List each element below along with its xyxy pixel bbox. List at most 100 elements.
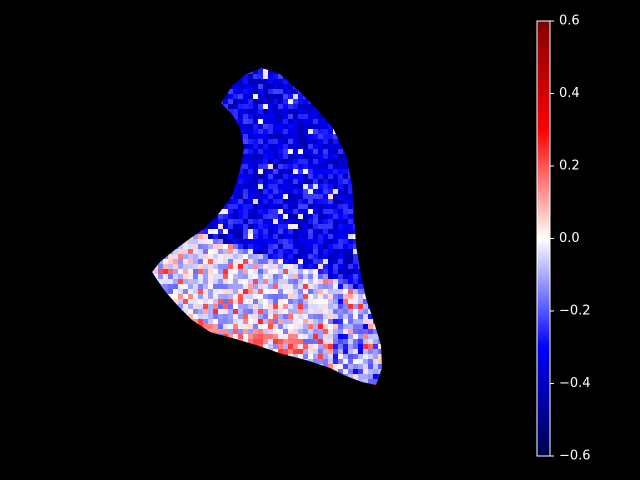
heatmap-cell <box>223 224 228 229</box>
heatmap-cell <box>248 99 253 104</box>
heatmap-cell <box>283 304 288 309</box>
heatmap-cell <box>278 149 283 154</box>
heatmap-cell <box>253 284 258 289</box>
heatmap-cell <box>198 289 203 294</box>
heatmap-cell <box>253 84 258 89</box>
heatmap-cell <box>288 314 293 319</box>
heatmap-cell <box>253 179 258 184</box>
heatmap-cell <box>273 229 278 234</box>
heatmap-cell <box>258 179 263 184</box>
heatmap-cell <box>343 229 348 234</box>
heatmap-cell <box>248 164 253 169</box>
heatmap-cell <box>323 284 328 289</box>
heatmap-cell <box>178 279 183 284</box>
heatmap-cell <box>308 289 313 294</box>
heatmap-cell <box>278 184 283 189</box>
heatmap-cell <box>193 239 198 244</box>
heatmap-cell <box>218 234 223 239</box>
heatmap-cell <box>338 244 343 249</box>
heatmap-cell <box>293 174 298 179</box>
heatmap-cell <box>368 334 373 339</box>
heatmap-cell <box>303 284 308 289</box>
heatmap-cell <box>323 279 328 284</box>
heatmap-cell <box>278 294 283 299</box>
heatmap-cell <box>373 334 378 339</box>
heatmap-cell <box>378 369 382 374</box>
heatmap-cell <box>333 254 338 259</box>
heatmap-cell <box>323 129 328 134</box>
heatmap-cell <box>228 229 233 234</box>
heatmap-cell <box>213 299 218 304</box>
heatmap-cell <box>283 279 288 284</box>
heatmap-cell <box>253 259 258 264</box>
heatmap-cell <box>333 324 338 329</box>
heatmap-cell <box>318 299 323 304</box>
heatmap-cell <box>293 259 298 264</box>
heatmap-cell <box>313 224 318 229</box>
heatmap-cell <box>373 354 378 359</box>
heatmap-cell <box>318 334 323 339</box>
heatmap-cell <box>308 109 313 114</box>
heatmap-cell <box>198 284 203 289</box>
heatmap-cell <box>238 89 243 94</box>
heatmap-cell <box>333 304 338 309</box>
heatmap-cell <box>298 134 303 139</box>
heatmap-cell <box>333 319 338 324</box>
heatmap-cell <box>313 274 318 279</box>
heatmap-cell <box>238 184 243 189</box>
heatmap-cell <box>328 164 333 169</box>
heatmap-cell <box>288 294 293 299</box>
heatmap-cell <box>288 264 293 269</box>
heatmap-cell <box>313 289 318 294</box>
heatmap-cell <box>298 309 303 314</box>
heatmap-cell <box>288 99 293 104</box>
heatmap-cell <box>303 204 308 209</box>
heatmap-cell <box>223 239 228 244</box>
heatmap-cell <box>248 194 253 199</box>
heatmap-cell <box>283 149 288 154</box>
heatmap-cell <box>203 289 208 294</box>
heatmap-cell <box>308 324 313 329</box>
heatmap-cell <box>338 339 343 344</box>
heatmap-cell <box>238 114 243 119</box>
heatmap-cell <box>268 204 273 209</box>
heatmap-cell <box>238 239 243 244</box>
heatmap-cell <box>183 289 188 294</box>
heatmap-cell <box>328 299 333 304</box>
heatmap-cell <box>168 269 173 274</box>
heatmap-cell <box>348 349 353 354</box>
heatmap-cell <box>258 129 263 134</box>
heatmap-cell <box>348 184 353 189</box>
heatmap-cell <box>268 189 273 194</box>
heatmap-cell <box>193 289 198 294</box>
heatmap-cell <box>228 329 233 334</box>
heatmap-cell <box>323 289 328 294</box>
heatmap-cell <box>328 354 333 359</box>
heatmap-cell <box>348 339 353 344</box>
heatmap-cell <box>288 174 293 179</box>
heatmap-cell <box>278 254 283 259</box>
heatmap-cell <box>323 354 328 359</box>
heatmap-cell <box>258 119 263 124</box>
heatmap-cell <box>208 304 213 309</box>
heatmap-cell <box>258 294 263 299</box>
heatmap-cell <box>258 94 263 99</box>
heatmap-cell <box>263 184 268 189</box>
heatmap-cell <box>288 94 293 99</box>
heatmap-cell <box>178 249 183 254</box>
heatmap-cell <box>273 104 278 109</box>
heatmap-cell <box>308 149 313 154</box>
heatmap-cell <box>268 104 273 109</box>
heatmap-cell <box>358 319 363 324</box>
heatmap-cell <box>178 274 183 279</box>
heatmap-cell <box>163 284 168 289</box>
heatmap-cell <box>218 304 223 309</box>
heatmap-cell <box>303 229 308 234</box>
heatmap-cell <box>298 284 303 289</box>
heatmap-cell <box>313 189 318 194</box>
heatmap-cell <box>303 354 308 359</box>
heatmap-cell <box>248 134 253 139</box>
heatmap-cell <box>293 344 298 349</box>
heatmap-cell <box>248 154 253 159</box>
heatmap-cell <box>258 279 263 284</box>
